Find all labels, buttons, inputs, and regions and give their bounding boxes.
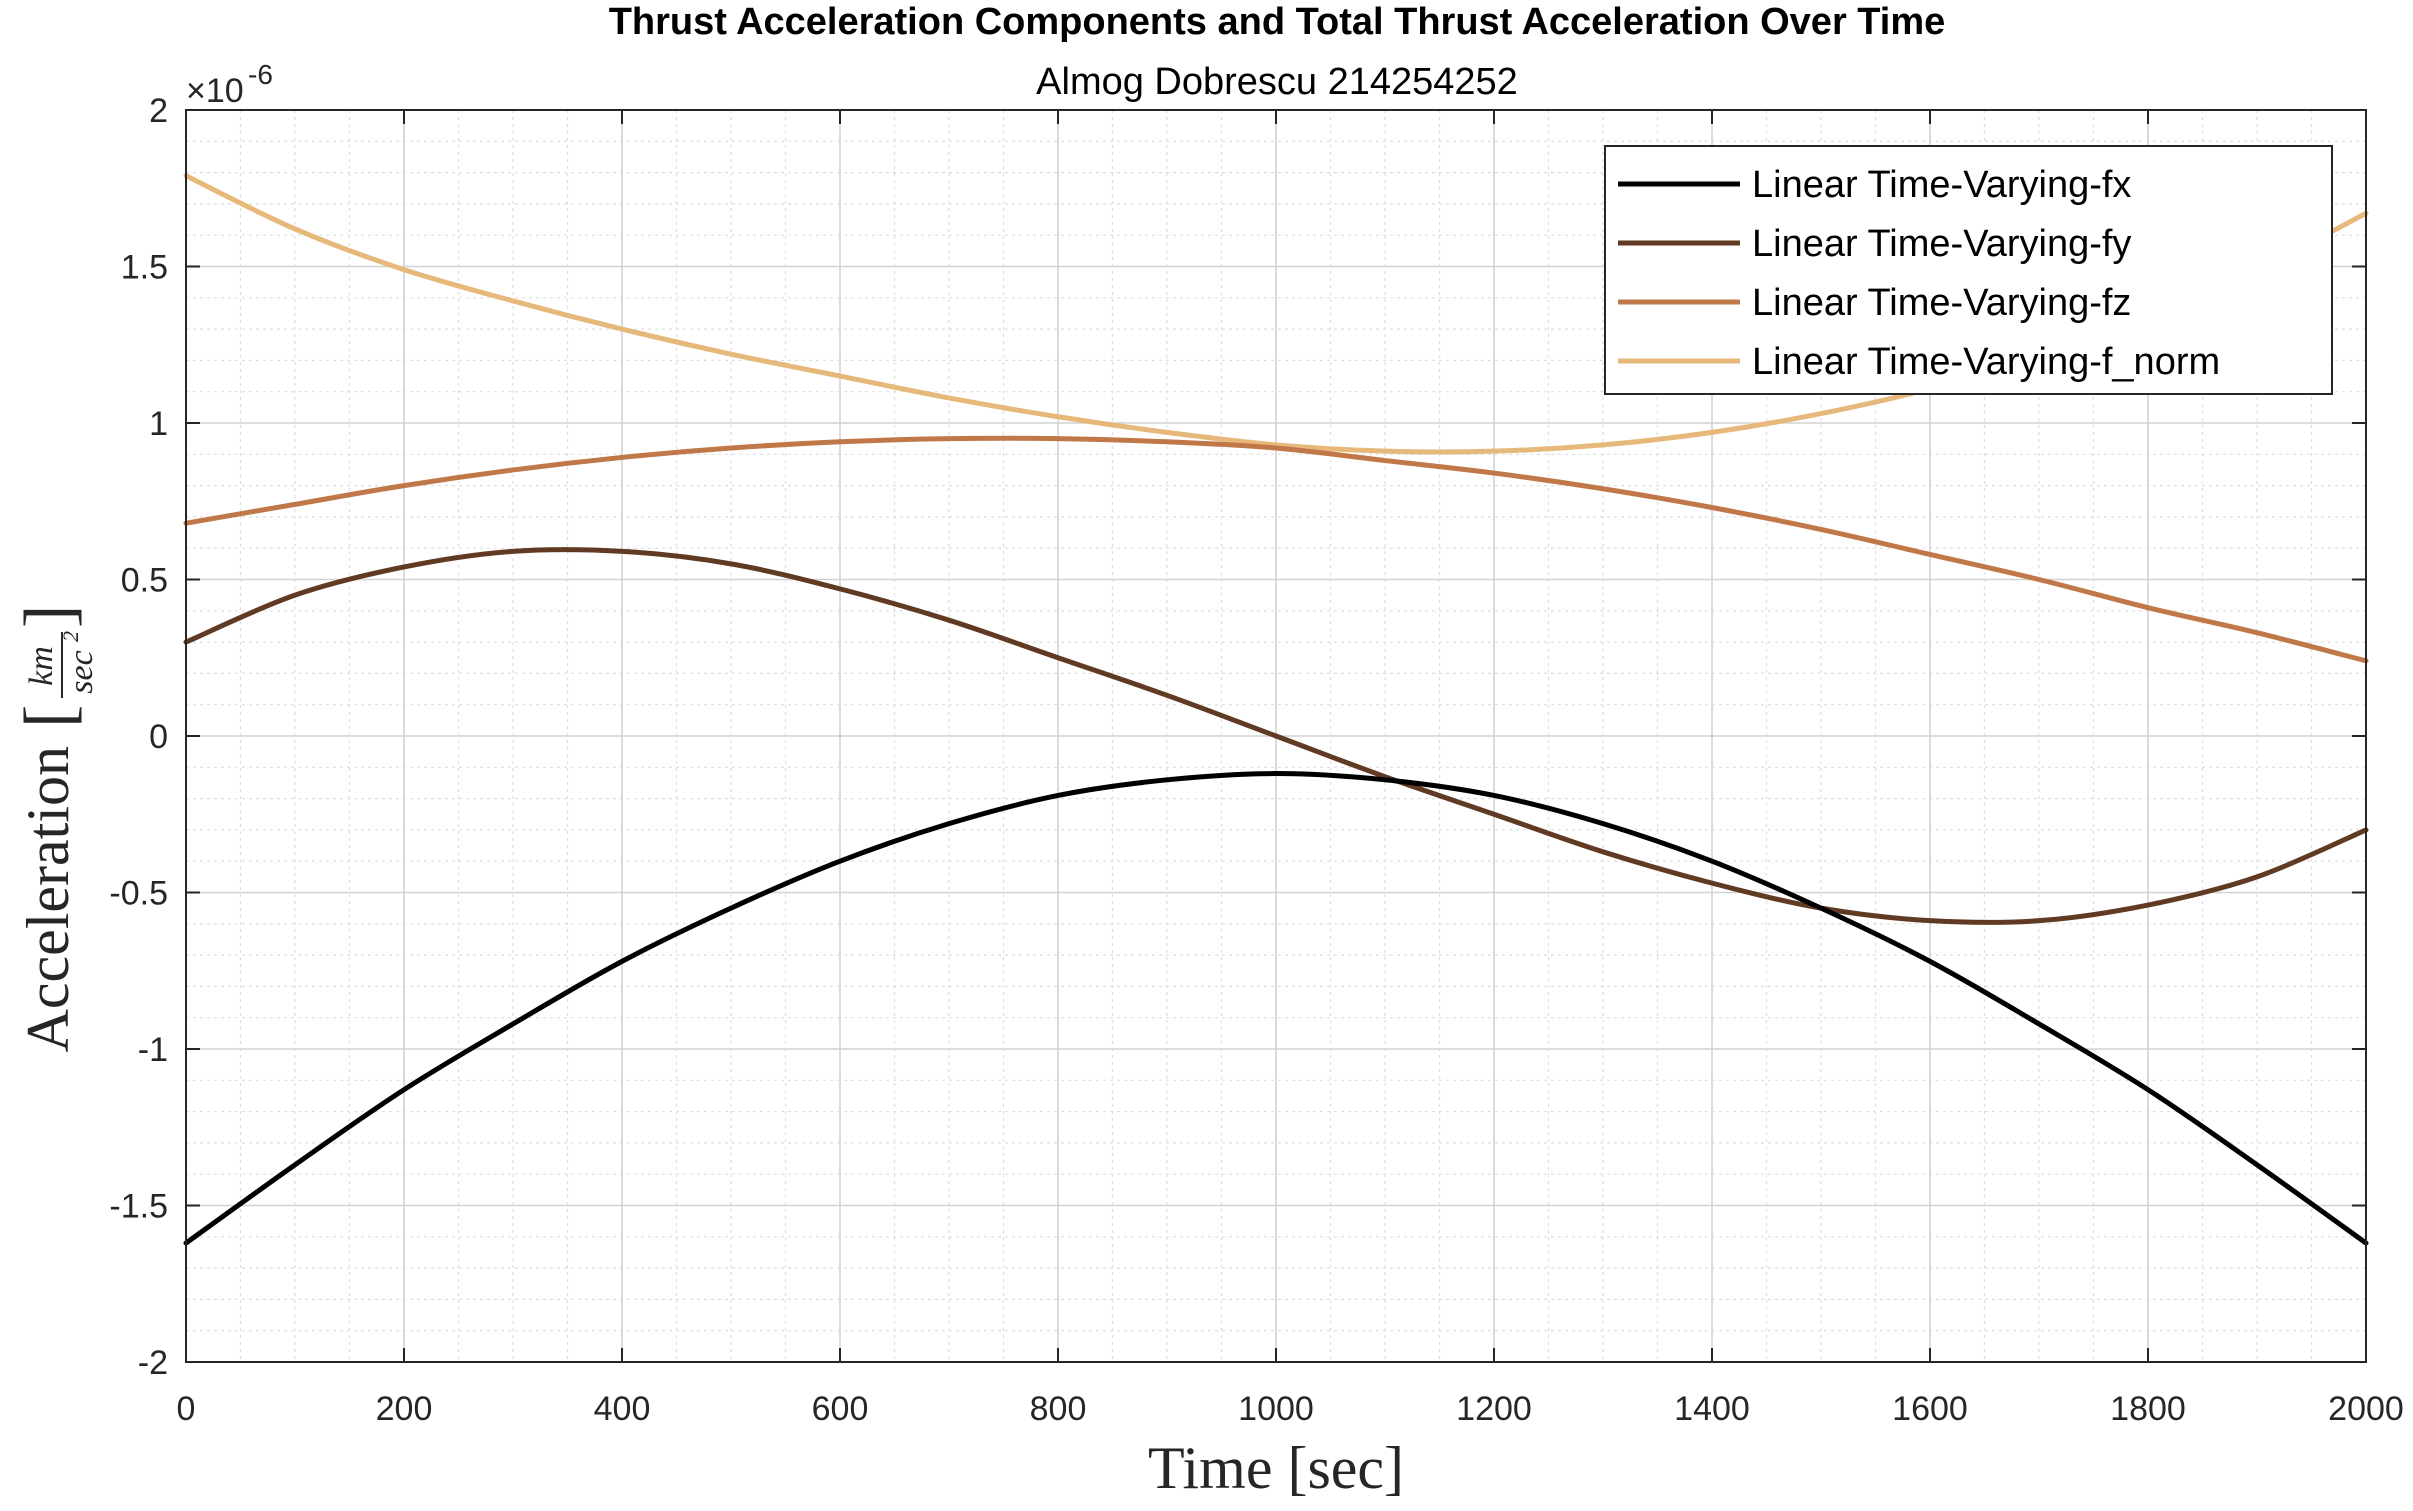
legend-entry: Linear Time-Varying-fz — [1752, 282, 2131, 324]
y-axis-bracket-close: ] — [11, 605, 88, 628]
series-line-2 — [183, 547, 2369, 925]
x-tick-label: 1800 — [2110, 1390, 2186, 1428]
chart-title: Thrust Acceleration Components and Total… — [609, 1, 1946, 43]
y-exponent: ×10 -6 — [186, 59, 273, 110]
legend-entry: Linear Time-Varying-fy — [1752, 223, 2131, 265]
x-axis-label: Time [sec] — [1148, 1435, 1404, 1501]
x-tick-label: 1400 — [1674, 1390, 1750, 1428]
x-tick-label: 1200 — [1456, 1390, 1532, 1428]
y-tick-label: 0.5 — [121, 562, 168, 600]
y-axis-label-group: Acceleration [ km sec 2 ] — [11, 605, 100, 1053]
series-line-1 — [183, 771, 2369, 1246]
x-tick-label: 0 — [177, 1390, 196, 1428]
legend-entry: Linear Time-Varying-fx — [1752, 164, 2131, 206]
y-axis-bracket-open: [ — [11, 705, 88, 728]
x-tick-label: 200 — [376, 1390, 433, 1428]
x-tick-label: 800 — [1030, 1390, 1087, 1428]
y-exponent-base: ×10 — [186, 72, 244, 110]
legend-entry: Linear Time-Varying-f_norm — [1752, 341, 2220, 383]
series-line-3 — [183, 435, 2369, 664]
x-tick-label: 1000 — [1238, 1390, 1314, 1428]
x-tick-label: 1600 — [1892, 1390, 1968, 1428]
y-axis-unit-denominator-exponent: 2 — [58, 631, 83, 642]
chart-subtitle: Almog Dobrescu 214254252 — [1036, 61, 1518, 103]
tick-marks — [185, 109, 2367, 1363]
y-axis-unit-denominator: sec — [63, 650, 100, 693]
legend: Linear Time-Varying-fx Linear Time-Varyin… — [1604, 145, 2333, 395]
x-tick-label: 2000 — [2328, 1390, 2404, 1428]
x-tick-label: 600 — [812, 1390, 869, 1428]
y-exponent-power: -6 — [248, 59, 273, 90]
y-axis-unit-numerator: km — [23, 646, 60, 686]
y-tick-label: 0 — [149, 718, 168, 756]
y-tick-label: -1.5 — [109, 1188, 168, 1226]
y-tick-label: -2 — [138, 1344, 168, 1382]
y-tick-label: -0.5 — [109, 875, 168, 913]
y-tick-label: 2 — [149, 92, 168, 130]
y-tick-label: 1 — [149, 405, 168, 443]
y-tick-labels: -2 -1.5 -1 -0.5 0 0.5 1 1.5 2 — [109, 92, 168, 1382]
x-tick-label: 400 — [594, 1390, 651, 1428]
y-tick-label: -1 — [138, 1031, 168, 1069]
legend-box — [1604, 145, 2333, 395]
y-tick-label: 1.5 — [121, 249, 168, 287]
x-tick-labels: 0 200 400 600 800 1000 1200 1400 1600 1800 2000 — [177, 1390, 2404, 1428]
y-axis-label: Acceleration — [15, 746, 81, 1052]
